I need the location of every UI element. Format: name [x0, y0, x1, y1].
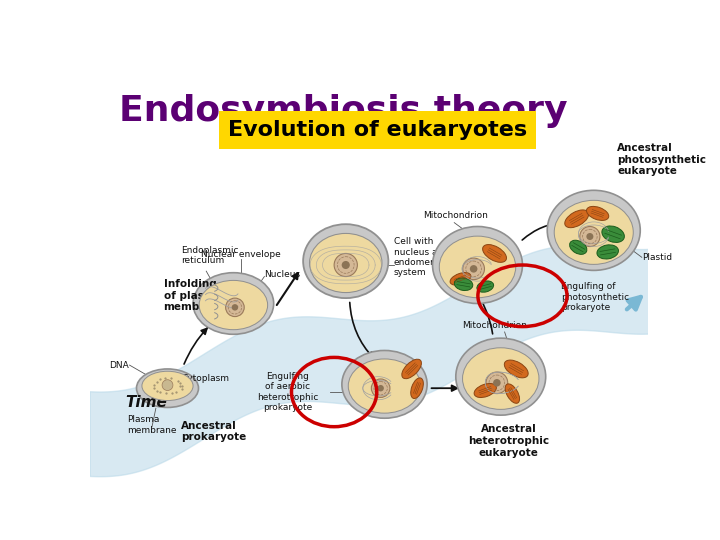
- Text: Mitochondrion: Mitochondrion: [462, 321, 527, 330]
- Text: Engulfing of
photosynthetic
prokaryote: Engulfing of photosynthetic prokaryote: [561, 282, 629, 312]
- Text: Infolding
of plasma
membrane: Infolding of plasma membrane: [163, 279, 227, 313]
- Text: Nuclear envelope: Nuclear envelope: [202, 250, 281, 259]
- Text: Engulfing
of aerobic
heterotrophic
prokaryote: Engulfing of aerobic heterotrophic proka…: [257, 372, 318, 412]
- Ellipse shape: [454, 278, 473, 291]
- Ellipse shape: [564, 210, 589, 228]
- Ellipse shape: [547, 190, 640, 271]
- Text: DNA: DNA: [109, 361, 129, 369]
- Text: Ancestral
heterotrophic
eukaryote: Ancestral heterotrophic eukaryote: [468, 424, 549, 457]
- Ellipse shape: [504, 360, 528, 378]
- Circle shape: [232, 304, 238, 310]
- Text: Plasma
membrane: Plasma membrane: [127, 415, 176, 435]
- Circle shape: [377, 385, 384, 392]
- Ellipse shape: [554, 200, 634, 265]
- Circle shape: [486, 372, 508, 394]
- Circle shape: [463, 258, 485, 280]
- Ellipse shape: [474, 383, 496, 397]
- Text: Ancestral
photosynthetic
eukaryote: Ancestral photosynthetic eukaryote: [617, 143, 706, 177]
- Circle shape: [580, 226, 600, 247]
- Ellipse shape: [310, 233, 382, 293]
- Circle shape: [162, 380, 173, 390]
- Text: Mitochondrion: Mitochondrion: [423, 211, 488, 220]
- Ellipse shape: [570, 240, 587, 254]
- Text: Evolution of eukaryotes: Evolution of eukaryotes: [228, 120, 527, 140]
- Ellipse shape: [410, 378, 423, 399]
- Ellipse shape: [348, 359, 420, 413]
- Ellipse shape: [597, 245, 618, 259]
- Ellipse shape: [433, 226, 523, 303]
- Text: Endosymbiosis theory: Endosymbiosis theory: [120, 94, 568, 128]
- Ellipse shape: [477, 281, 494, 292]
- Text: Endoplasmic
reticulum: Endoplasmic reticulum: [181, 246, 238, 265]
- Ellipse shape: [303, 224, 388, 298]
- Ellipse shape: [462, 348, 539, 409]
- Ellipse shape: [587, 206, 608, 220]
- Circle shape: [334, 253, 357, 276]
- Ellipse shape: [456, 338, 546, 415]
- Circle shape: [493, 379, 500, 387]
- Text: Cytoplasm: Cytoplasm: [181, 374, 230, 383]
- Ellipse shape: [137, 369, 199, 408]
- Circle shape: [342, 261, 350, 269]
- Ellipse shape: [402, 359, 421, 379]
- Ellipse shape: [342, 350, 427, 418]
- Circle shape: [372, 379, 390, 397]
- Circle shape: [470, 265, 477, 273]
- Ellipse shape: [505, 384, 520, 403]
- Ellipse shape: [602, 226, 624, 242]
- Text: Cell with
nucleus and
endomembrane
system: Cell with nucleus and endomembrane syste…: [394, 237, 466, 278]
- Circle shape: [586, 233, 593, 240]
- Text: Nucleus: Nucleus: [264, 270, 300, 279]
- Ellipse shape: [439, 236, 516, 298]
- Text: Time: Time: [125, 395, 167, 409]
- Ellipse shape: [193, 273, 274, 334]
- Text: Plastid: Plastid: [642, 253, 672, 262]
- Ellipse shape: [450, 273, 471, 285]
- Ellipse shape: [142, 372, 193, 401]
- Text: Ancestral
prokaryote: Ancestral prokaryote: [181, 421, 247, 442]
- Ellipse shape: [199, 280, 268, 330]
- Polygon shape: [90, 246, 656, 477]
- Circle shape: [225, 298, 244, 316]
- Ellipse shape: [482, 245, 506, 262]
